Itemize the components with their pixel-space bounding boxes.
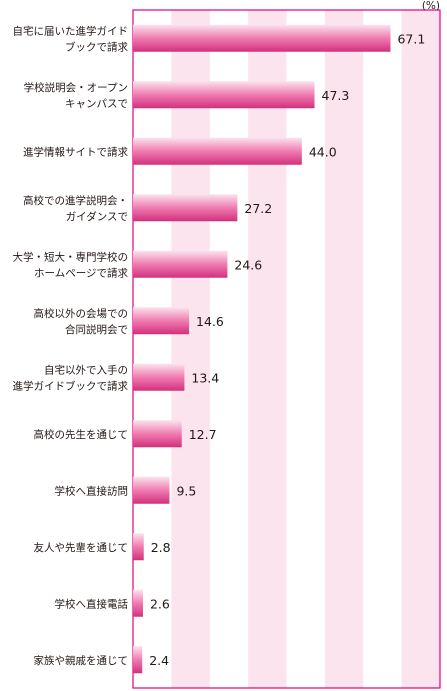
category-label: ガイダンスで <box>66 210 128 223</box>
category-label: 学校へ直接訪問 <box>55 484 129 497</box>
category-label: 高校の先生を通じて <box>34 428 129 441</box>
bar <box>133 81 315 109</box>
value-label: 12.7 <box>189 427 217 442</box>
bar <box>133 533 144 561</box>
bar-row: 学校へ直接訪問 9.5 <box>55 476 196 504</box>
category-label: 高校での進学説明会・ <box>23 194 128 207</box>
bar-row: 高校での進学説明会・ガイダンスで 27.2 <box>23 194 272 223</box>
background-band <box>324 10 364 688</box>
bar <box>133 137 302 165</box>
bar <box>133 307 190 335</box>
category-label: 自宅に届いた進学ガイド <box>13 24 129 37</box>
unit-label: (%) <box>422 0 440 12</box>
background-band <box>171 10 210 688</box>
bar <box>133 194 238 222</box>
category-label: ホームページで請求 <box>34 266 128 279</box>
value-label: 67.1 <box>397 31 425 46</box>
bar <box>133 589 143 617</box>
value-label: 13.4 <box>191 370 219 385</box>
bar <box>133 646 143 674</box>
category-label: 学校説明会・オープン <box>24 81 128 94</box>
bar <box>133 420 182 448</box>
bar <box>133 250 228 278</box>
category-label: キャンパスで <box>65 98 128 110</box>
background-band <box>401 10 440 688</box>
category-label: 自宅以外で入手の <box>44 363 128 376</box>
bar-row: 家族や親戚を通じて 2.4 <box>34 646 169 674</box>
value-label: 2.4 <box>149 653 169 668</box>
category-label: ブックで請求 <box>65 40 128 53</box>
category-label: 学校へ直接電話 <box>55 597 129 610</box>
bar <box>133 476 170 504</box>
value-label: 27.2 <box>244 201 272 216</box>
background-bands <box>171 10 440 688</box>
category-label: 家族や親戚を通じて <box>34 654 129 667</box>
value-label: 24.6 <box>234 257 262 272</box>
value-label: 2.8 <box>151 540 171 555</box>
category-label: 合同説明会で <box>65 323 128 336</box>
category-label: 高校以外の会場での <box>34 307 129 320</box>
bar-row: 進学情報サイトで請求 44.0 <box>23 137 337 165</box>
bar <box>133 24 391 52</box>
bar-row: 高校の先生を通じて 12.7 <box>34 420 217 448</box>
category-label: 友人や先輩を通じて <box>34 541 129 554</box>
value-label: 47.3 <box>322 88 350 103</box>
category-label: 進学ガイドブックで請求 <box>13 379 129 392</box>
category-label: 大学・短大・専門学校の <box>13 250 129 263</box>
bar-row: 学校へ直接電話 2.6 <box>55 589 170 617</box>
background-band <box>248 10 287 688</box>
value-label: 14.6 <box>196 314 224 329</box>
plot-frame <box>132 9 441 689</box>
category-label: 進学情報サイトで請求 <box>23 145 128 158</box>
value-label: 2.6 <box>150 596 170 611</box>
bar-row: 友人や先輩を通じて 2.8 <box>34 533 171 561</box>
value-label: 44.0 <box>309 144 337 159</box>
bar <box>133 363 185 391</box>
value-label: 9.5 <box>176 483 196 498</box>
